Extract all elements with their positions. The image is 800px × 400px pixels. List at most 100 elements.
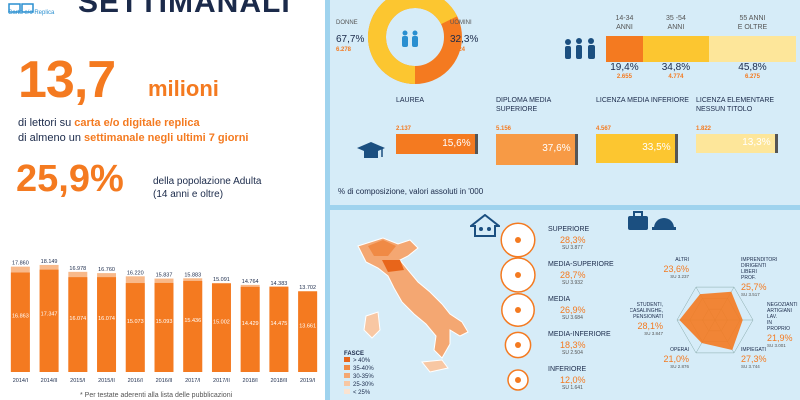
logo: Carta e/o Replica [8, 0, 70, 18]
hero-pct-desc-1: della popolazione Adulta [153, 176, 262, 187]
education-bar: 15,6% [396, 134, 478, 154]
bar-inner-label: 14.429 [242, 321, 259, 327]
legend-item: 25-30% [344, 381, 374, 389]
radar-value-label: 21,0% [663, 354, 689, 364]
class-circle-dot [515, 307, 521, 313]
bar-top-label: 14.383 [270, 281, 287, 287]
radar-axis-label: LIBERI [741, 269, 757, 275]
couple-icon [402, 30, 418, 47]
education-abs: 5.156 [496, 126, 512, 132]
bar-replica [211, 283, 231, 372]
x-tick-label: 2014/I [13, 378, 29, 384]
radar-value-label: 23,6% [663, 264, 689, 274]
age-group-pct: 34,8% [661, 62, 691, 73]
class-pct: 12,0% [560, 375, 586, 385]
map-peninsula [357, 237, 469, 359]
class-circle [507, 369, 529, 391]
class-label: INFERIORE [548, 366, 587, 373]
age-group-abs: 2.655 [616, 74, 632, 80]
bar-replica [68, 277, 88, 372]
bar-top-label: 15.091 [213, 277, 230, 283]
x-tick-label: 2014/II [41, 378, 58, 384]
class-circle-dot [515, 377, 521, 383]
age-group-label: 55 ANNI E OLTRE [737, 15, 768, 31]
age-segment [642, 36, 709, 62]
donne-label: DONNE [336, 20, 358, 26]
radar-axis-label: PENSIONATI [633, 314, 663, 320]
radar-abs-label: SU 3.847 [644, 331, 663, 336]
bar-top-label: 14.764 [242, 279, 259, 285]
radar-abs-label: SU 3.001 [767, 343, 786, 348]
class-circle-dot [515, 272, 521, 278]
bar-inner-label: 17.347 [41, 312, 58, 318]
class-circle-dot [515, 237, 521, 243]
bar-top-label: 18.149 [41, 259, 58, 265]
hero-number: 13,7 [18, 51, 116, 109]
demographics-panel: DONNE 67,7% 6.278 UOMINI 32,3% 4.424 14-… [330, 0, 800, 205]
radar-value-label: 27,3% [741, 354, 767, 364]
map-north [368, 240, 396, 256]
radar-axis-label: DIRIGENTI [741, 263, 766, 269]
bar-top-label: 16.760 [98, 267, 115, 273]
bar-top-label: 17.860 [12, 261, 29, 267]
gender-donut-chart [368, 0, 462, 84]
graduation-cap-icon [357, 142, 385, 158]
education-label: LICENZA ELEMENTARE NESSUN TITOLO [696, 97, 775, 113]
age-labels: 14-34 ANNI 35 -54 ANNI 55 ANNI E OLTRE [606, 14, 796, 36]
bar-replica [39, 269, 59, 372]
hero-line-2-text: di almeno un [18, 132, 85, 144]
radar-area [679, 291, 743, 350]
legend-item: 30-35% [344, 373, 374, 381]
class-pct: 28,7% [560, 270, 586, 280]
radar-value-label: 25,7% [741, 282, 767, 292]
x-tick-label: 2017/I [185, 378, 201, 384]
bar-inner-label: 16.863 [12, 313, 29, 319]
legend-item: 35-40% [344, 365, 374, 373]
hero-percentage: 25,9% [16, 158, 124, 200]
class-label: MEDIA [548, 296, 571, 303]
education-pct: 15,6% [442, 137, 471, 149]
book-icon [8, 3, 34, 13]
class-label: SUPERIORE [548, 226, 590, 233]
radar-axis-label: ALTRI [675, 257, 689, 263]
education-bar: 33,5% [596, 134, 678, 163]
map-sardinia [363, 311, 381, 339]
radar-axis-label: NEGOZIANTI [767, 302, 798, 308]
x-tick-label: 2018/I [243, 378, 259, 384]
radar-abs-label: SU 3.237 [670, 274, 689, 279]
radar-axis-label: CASALINGHE, [630, 308, 663, 314]
bar-inner-label: 15.093 [156, 319, 173, 325]
bar-inner-label: 15.002 [213, 319, 230, 325]
bar-replica [10, 272, 30, 372]
house-people-icon [470, 214, 500, 237]
bar-inner-label: 15.436 [184, 318, 201, 324]
bar-inner-label: 16.074 [69, 316, 86, 322]
education-label: LAUREA [396, 97, 425, 104]
education-bar: 37,6% [496, 134, 578, 165]
radar-axis-label: LAV. [767, 314, 777, 320]
bar-replica [125, 283, 145, 372]
age-bar [606, 36, 796, 62]
class-abs: SU 2.504 [562, 350, 583, 356]
hero-pct-desc-2: (14 anni e oltre) [153, 189, 224, 200]
legend-item: > 40% [344, 357, 374, 365]
radar-axis-label: STUDENTI, [637, 302, 663, 308]
radar-value-label: 21,9% [767, 333, 793, 343]
age-group-pct: 45,8% [738, 62, 767, 73]
x-tick-label: 2015/I [70, 378, 86, 384]
legend-swatch [344, 365, 350, 370]
uomini-pct: 32,3% [450, 34, 479, 45]
bar-replica [240, 286, 260, 372]
hero-line-1: di lettori su carta e/o digitale replica [18, 117, 200, 129]
radar-axis-label: IMPIEGATI [741, 347, 766, 353]
age-group-abs: 6.275 [744, 74, 760, 80]
education-abs: 1.822 [696, 126, 712, 132]
x-tick-label: 2016/I [128, 378, 144, 384]
education-abs: 2.137 [396, 126, 412, 132]
class-circle [500, 222, 536, 258]
legend-swatch [344, 389, 350, 394]
age-group-label: 14-34 ANNI [615, 15, 634, 31]
class-circle [500, 257, 536, 293]
bar-top-label: 15.837 [156, 273, 173, 279]
map-legend-items: > 40% 35-40% 30-35% 25-30% < 25% [344, 357, 374, 397]
